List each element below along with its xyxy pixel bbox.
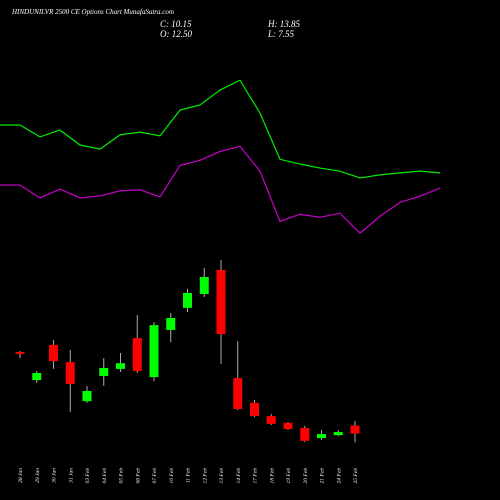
candle-body [233, 378, 243, 409]
candle-body [15, 351, 25, 355]
candle-body [166, 318, 176, 330]
x-tick-label: 29 Jan [35, 468, 41, 483]
indicator-line [0, 145, 441, 235]
ohlc-label: H: 13.85 [267, 19, 300, 29]
chart-title: HINDUNILVR 2500 CE Options Chart MunafaS… [11, 8, 174, 16]
ohlc-label: C: 10.15 [160, 19, 192, 29]
x-tick-label: 07 Feb [152, 468, 158, 484]
x-tick-label: 25 Feb [353, 468, 359, 484]
x-tick-label: 04 Feb [101, 468, 108, 484]
candle-body [350, 425, 360, 434]
x-tick-label: 24 Feb [335, 468, 342, 484]
candle-body [132, 338, 142, 371]
x-tick-label: 19 Feb [286, 468, 292, 484]
candle-body [266, 416, 276, 424]
x-tick-label: 31 Jan [68, 468, 74, 484]
x-tick-label: 30 Jan [52, 468, 58, 484]
x-tick-label: 28 Jan [18, 468, 24, 483]
indicator-line [0, 79, 441, 179]
candle-body [149, 325, 159, 378]
candle-body [317, 434, 326, 439]
candle-body [250, 402, 259, 417]
candle-body [49, 344, 58, 362]
x-tick-label: 11 Feb [186, 468, 192, 483]
candle-body [116, 363, 125, 369]
x-tick-label: 12 Feb [202, 468, 208, 484]
candle-body [82, 390, 92, 402]
candle-body [32, 373, 42, 381]
candle-body [183, 292, 192, 308]
x-tick-label: 17 Feb [253, 468, 259, 484]
x-tick-label: 03 Feb [85, 468, 91, 484]
x-tick-label: 06 Feb [135, 468, 141, 484]
x-tick-label: 10 Feb [169, 468, 175, 484]
candle-body [199, 276, 209, 294]
candle-body [333, 432, 343, 436]
candle-body [99, 367, 109, 377]
x-tick-label: 14 Feb [235, 468, 242, 484]
x-tick-label: 13 Feb [219, 468, 225, 484]
x-tick-label: 20 Feb [303, 468, 309, 484]
ohlc-label: O: 12.50 [160, 29, 192, 39]
ohlc-label: L: 7.55 [267, 29, 295, 39]
x-tick-label: 18 Feb [269, 468, 275, 484]
candle-body [65, 362, 75, 384]
candle-body [216, 269, 226, 334]
x-tick-label: 21 Feb [320, 468, 326, 484]
x-tick-label: 05 Feb [119, 468, 125, 484]
candle-body [283, 422, 293, 429]
candle-body [300, 427, 310, 441]
